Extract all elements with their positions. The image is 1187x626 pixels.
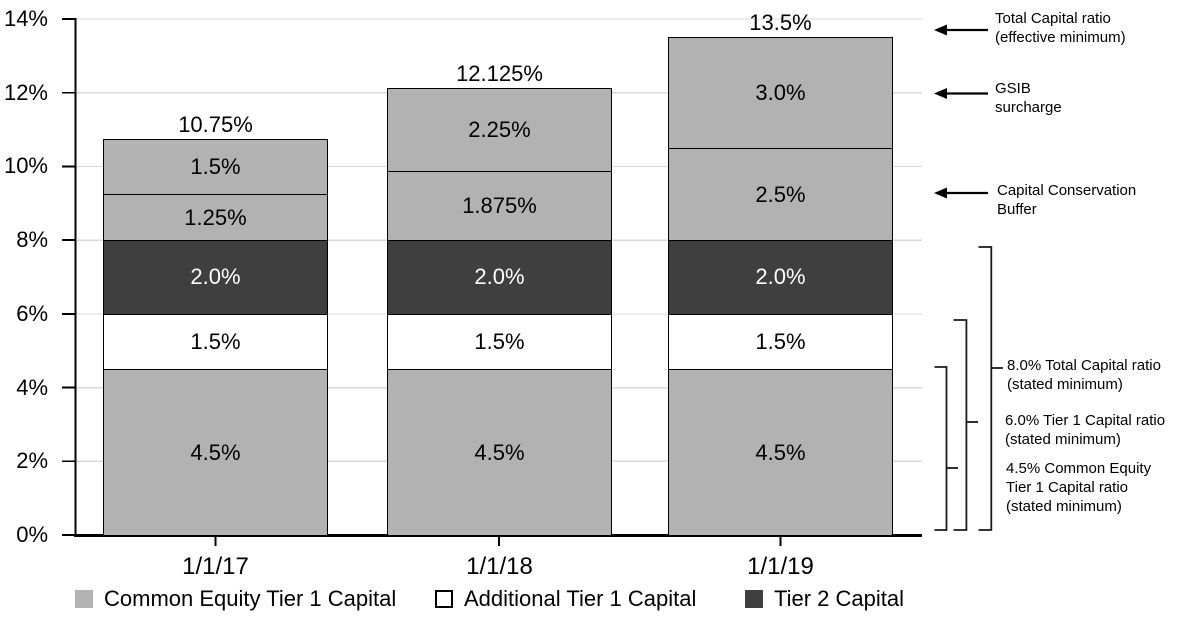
x-axis-label-1/1/18: 1/1/18 bbox=[466, 553, 533, 580]
legend-label: Common Equity Tier 1 Capital bbox=[104, 586, 397, 611]
bar-segment-tier2-1/1/17: 2.0% bbox=[103, 240, 328, 315]
y-axis-tick-label-2%: 2% bbox=[16, 448, 48, 474]
annotation-capital-conservation-buffer: Capital Conservation Buffer bbox=[997, 182, 1137, 218]
bar-segment-additional-tier1-1/1/17: 1.5% bbox=[103, 313, 328, 371]
bar-segment-cet1-minimum-1/1/19: 4.5% bbox=[668, 369, 893, 536]
annotation-8pct-total-capital-ratio: 8.0% Total Capital ratio (stated minimum… bbox=[1007, 357, 1161, 393]
y-axis-tick-label-6%: 6% bbox=[16, 300, 48, 326]
annotation-total-capital-ratio-effective: Total Capital ratio (effective minimum) bbox=[995, 10, 1126, 46]
bar-segment-gsib-surcharge-1/1/18: 2.25% bbox=[387, 88, 612, 172]
bar-total-label-1/1/17: 10.75% bbox=[178, 111, 253, 137]
bar-segment-conservation-buffer-1/1/19: 2.5% bbox=[668, 148, 893, 242]
annotation-6pct-tier1-capital-ratio: 6.0% Tier 1 Capital ratio (stated minimu… bbox=[1005, 412, 1166, 448]
bar-segment-cet1-minimum-1/1/17: 4.5% bbox=[103, 369, 328, 536]
annotation-gsib-surcharge: GSIB surcharge bbox=[995, 80, 1062, 116]
bar-segment-tier2-1/1/19: 2.0% bbox=[668, 240, 893, 315]
legend-swatch-dark-icon bbox=[745, 590, 763, 608]
arrow-icon-conservation-buffer bbox=[934, 187, 988, 199]
x-axis-ticks bbox=[214, 536, 782, 546]
y-axis-tick-label-0%: 0% bbox=[16, 522, 48, 547]
y-axis-tick-label-4%: 4% bbox=[16, 374, 48, 400]
arrow-icon-gsib bbox=[934, 88, 988, 99]
legend-swatch-white-icon bbox=[435, 590, 453, 608]
legend-item-additional-tier1: Additional Tier 1 Capital bbox=[435, 586, 697, 611]
legend-label: Tier 2 Capital bbox=[774, 586, 905, 611]
bar-segment-gsib-surcharge-1/1/19: 3.0% bbox=[668, 37, 893, 149]
bar-segment-cet1-minimum-1/1/18: 4.5% bbox=[387, 369, 612, 536]
bar-segment-additional-tier1-1/1/19: 1.5% bbox=[668, 313, 893, 371]
x-axis-label-1/1/19: 1/1/19 bbox=[747, 553, 814, 580]
y-axis-tick-label-14%: 14% bbox=[3, 6, 48, 31]
bar-segment-conservation-buffer-1/1/17: 1.25% bbox=[103, 194, 328, 242]
y-axis-tick-label-10%: 10% bbox=[3, 153, 48, 179]
legend-item-tier2: Tier 2 Capital bbox=[745, 586, 905, 611]
y-axis-tick-label-12%: 12% bbox=[3, 79, 48, 105]
y-axis-ticks bbox=[62, 18, 75, 536]
annotation-45pct-cet1-capital-ratio: 4.5% Common Equity Tier 1 Capital ratio … bbox=[1006, 460, 1152, 515]
bar-total-label-1/1/19: 13.5% bbox=[749, 10, 812, 36]
arrow-icon-total-capital bbox=[934, 24, 988, 36]
bar-total-label-1/1/18: 12.125% bbox=[456, 61, 543, 87]
x-axis-label-1/1/17: 1/1/17 bbox=[182, 553, 249, 580]
y-axis-tick-label-8%: 8% bbox=[16, 227, 48, 253]
legend-swatch-gray-icon bbox=[75, 590, 93, 608]
bracket-45pct-cet1 bbox=[934, 366, 958, 531]
bar-segment-additional-tier1-1/1/18: 1.5% bbox=[387, 313, 612, 371]
bar-segment-conservation-buffer-1/1/18: 1.875% bbox=[387, 171, 612, 242]
legend-label: Additional Tier 1 Capital bbox=[464, 586, 697, 611]
legend-item-common-equity-tier1: Common Equity Tier 1 Capital bbox=[75, 586, 397, 611]
bracket-8pct-total-capital bbox=[978, 246, 1003, 531]
bracket-6pct-tier1 bbox=[953, 319, 978, 531]
bar-segment-tier2-1/1/18: 2.0% bbox=[387, 240, 612, 315]
bar-segment-gsib-surcharge-1/1/17: 1.5% bbox=[103, 138, 328, 196]
